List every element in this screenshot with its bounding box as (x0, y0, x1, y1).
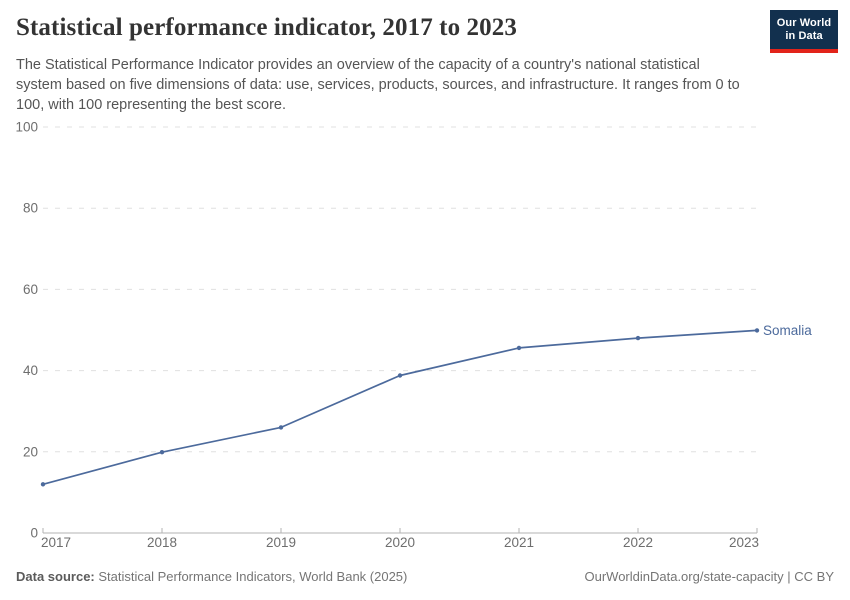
data-point[interactable] (40, 482, 46, 487)
credit-link[interactable]: OurWorldinData.org/state-capacity | CC B… (584, 569, 834, 584)
x-axis-tick-label: 2017 (41, 535, 71, 550)
data-point[interactable] (635, 335, 641, 341)
owid-logo-line1: Our World (776, 16, 832, 29)
y-axis-tick-label: 20 (23, 444, 38, 459)
owid-logo-red-bar (770, 49, 838, 53)
y-axis-tick-label: 60 (23, 282, 38, 297)
x-axis-tick-label: 2022 (623, 535, 653, 550)
page-title: Statistical performance indicator, 2017 … (16, 14, 517, 41)
data-point[interactable] (159, 450, 165, 455)
data-point[interactable] (516, 345, 522, 351)
data-source-label: Data source: (16, 569, 95, 584)
x-axis-tick-label: 2020 (385, 535, 415, 550)
data-point[interactable] (278, 425, 284, 430)
data-point[interactable] (397, 373, 403, 378)
y-axis-tick-label: 40 (23, 363, 38, 378)
owid-logo-line2: in Data (785, 29, 823, 42)
owid-logo[interactable]: Our World in Data (770, 10, 838, 53)
chart-subtitle: The Statistical Performance Indicator pr… (16, 57, 740, 113)
y-axis-tick-label: 100 (15, 120, 38, 135)
y-axis-tick-label: 80 (23, 201, 38, 216)
x-axis-tick-label: 2019 (266, 535, 296, 550)
data-source-text: Statistical Performance Indicators, Worl… (94, 569, 408, 584)
x-axis-tick-label: 2021 (504, 535, 534, 550)
data-source-note: Data source: Statistical Performance Ind… (16, 569, 407, 584)
owid-logo-text: Our World in Data (770, 10, 838, 49)
y-axis-tick-label: 0 (30, 526, 38, 541)
data-point[interactable] (754, 328, 760, 333)
x-axis-tick-label: 2018 (147, 535, 177, 550)
x-axis-tick-label: 2023 (729, 535, 759, 550)
series-label[interactable]: Somalia (763, 323, 812, 338)
series-line[interactable] (42, 329, 758, 486)
